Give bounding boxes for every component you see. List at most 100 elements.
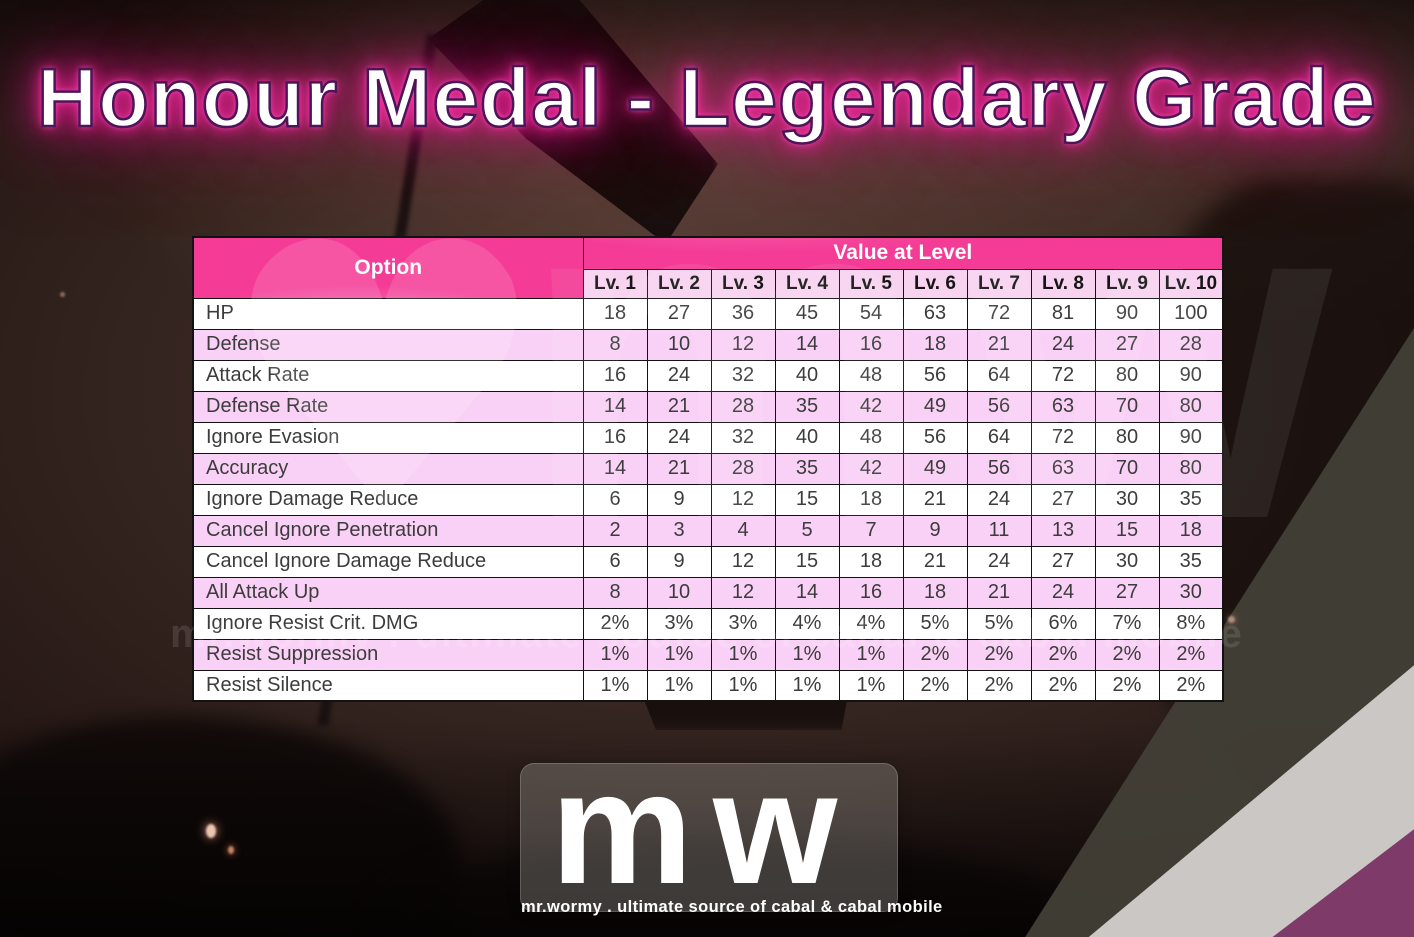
value-cell: 9 [902, 514, 968, 547]
value-cell: 28 [1158, 328, 1224, 361]
value-cell: 30 [1094, 545, 1160, 578]
page-title: Honour Medal - Legendary Grade [36, 50, 1377, 146]
value-cell: 1% [774, 669, 840, 702]
value-cell: 27 [1094, 328, 1160, 361]
value-cell: 63 [902, 297, 968, 330]
value-cell: 2% [902, 669, 968, 702]
table-row: Attack Rate 16 24 32 40 48 56 64 72 80 90 [192, 359, 1224, 392]
value-cell: 16 [838, 576, 904, 609]
value-cell: 5% [966, 607, 1032, 640]
table-row: All Attack Up 8 10 12 14 16 18 21 24 27 30 [192, 576, 1224, 609]
value-cell: 48 [838, 359, 904, 392]
value-cell: 16 [838, 328, 904, 361]
value-cell: 24 [1030, 328, 1096, 361]
value-cell: 27 [1030, 545, 1096, 578]
table-row: Cancel Ignore Penetration 2 3 4 5 7 9 11 13 15 18 [192, 514, 1224, 547]
value-cell: 56 [966, 390, 1032, 423]
option-label: Ignore Evasion [192, 421, 584, 454]
value-cell: 72 [966, 297, 1032, 330]
value-cell: 40 [774, 421, 840, 454]
value-cell: 8% [1158, 607, 1224, 640]
value-cell: 27 [1030, 483, 1096, 516]
ember-spark [1228, 616, 1235, 623]
level-header: Lv. 7 [966, 268, 1032, 299]
value-cell: 2% [1094, 638, 1160, 671]
value-cell: 21 [902, 483, 968, 516]
value-cell: 80 [1094, 359, 1160, 392]
mw-logo-tagline: mr.wormy . ultimate source of cabal & ca… [521, 897, 943, 916]
value-cell: 2% [902, 638, 968, 671]
value-cell: 64 [966, 421, 1032, 454]
value-cell: 24 [1030, 576, 1096, 609]
value-cell: 14 [582, 390, 648, 423]
stats-table-container: Option Value at Level Lv. 1 Lv. 2 Lv. 3 Lv.… [192, 236, 1225, 702]
value-cell: 3% [646, 607, 712, 640]
value-cell: 63 [1030, 452, 1096, 485]
value-cell: 2 [582, 514, 648, 547]
table-row: Ignore Evasion 16 24 32 40 48 56 64 72 80 90 [192, 421, 1224, 454]
value-cell: 56 [902, 359, 968, 392]
option-label: Resist Suppression [192, 638, 584, 671]
value-cell: 12 [710, 483, 776, 516]
ember-spark [60, 292, 65, 297]
value-cell: 18 [582, 297, 648, 330]
value-cell: 48 [838, 421, 904, 454]
value-cell: 8 [582, 576, 648, 609]
value-cell: 14 [774, 576, 840, 609]
table-row: Defense 8 10 12 14 16 18 21 24 27 28 [192, 328, 1224, 361]
value-cell: 15 [1094, 514, 1160, 547]
value-cell: 16 [582, 359, 648, 392]
value-cell: 28 [710, 390, 776, 423]
table-row: Resist Suppression 1% 1% 1% 1% 1% 2% 2% 2% 2% 2% [192, 638, 1224, 671]
option-label: Accuracy [192, 452, 584, 485]
level-header: Lv. 3 [710, 268, 776, 299]
option-label: Attack Rate [192, 359, 584, 392]
value-cell: 80 [1158, 390, 1224, 423]
value-cell: 42 [838, 452, 904, 485]
value-cell: 2% [966, 638, 1032, 671]
top-shade [0, 0, 1414, 120]
mw-logo-letters: mw [550, 738, 858, 917]
value-cell: 9 [646, 483, 712, 516]
value-cell: 4% [774, 607, 840, 640]
mw-logo: mw mr.wormy . ultimate source of cabal &… [520, 738, 942, 917]
value-cell: 4 [710, 514, 776, 547]
value-cell: 2% [1030, 638, 1096, 671]
value-cell: 1% [710, 638, 776, 671]
value-cell: 15 [774, 483, 840, 516]
option-column-header: Option [192, 236, 584, 299]
value-cell: 1% [838, 669, 904, 702]
value-cell: 35 [1158, 483, 1224, 516]
value-cell: 2% [966, 669, 1032, 702]
value-cell: 2% [1030, 669, 1096, 702]
value-cell: 72 [1030, 421, 1096, 454]
value-cell: 28 [710, 452, 776, 485]
table-row: Defense Rate 14 21 28 35 42 49 56 63 70 80 [192, 390, 1224, 423]
value-cell: 7 [838, 514, 904, 547]
option-label: Defense Rate [192, 390, 584, 423]
value-cell: 18 [1158, 514, 1224, 547]
value-cell: 1% [646, 638, 712, 671]
value-cell: 27 [646, 297, 712, 330]
option-label: Cancel Ignore Penetration [192, 514, 584, 547]
value-cell: 11 [966, 514, 1032, 547]
value-cell: 12 [710, 576, 776, 609]
table-row: Ignore Resist Crit. DMG 2% 3% 3% 4% 4% 5% 5% 6% 7… [192, 607, 1224, 640]
value-cell: 24 [646, 359, 712, 392]
level-header: Lv. 9 [1094, 268, 1160, 299]
value-cell: 21 [966, 328, 1032, 361]
value-cell: 1% [646, 669, 712, 702]
value-cell: 1% [838, 638, 904, 671]
value-cell: 18 [838, 545, 904, 578]
value-cell: 90 [1158, 421, 1224, 454]
value-cell: 100 [1158, 297, 1224, 330]
value-cell: 54 [838, 297, 904, 330]
value-cell: 2% [1094, 669, 1160, 702]
value-cell: 2% [582, 607, 648, 640]
value-cell: 6 [582, 483, 648, 516]
value-cell: 90 [1094, 297, 1160, 330]
value-cell: 1% [710, 669, 776, 702]
value-cell: 5% [902, 607, 968, 640]
value-cell: 56 [902, 421, 968, 454]
table-row: Resist Silence 1% 1% 1% 1% 1% 2% 2% 2% 2% 2% [192, 669, 1224, 702]
